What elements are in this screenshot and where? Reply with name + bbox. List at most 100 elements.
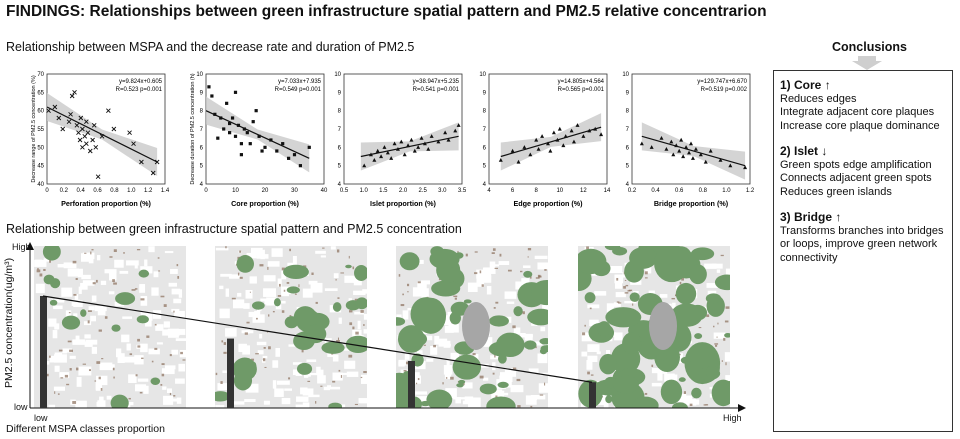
data-point [689, 141, 693, 146]
building-shape [99, 396, 104, 402]
building-shape [217, 383, 230, 391]
data-point [77, 137, 83, 143]
data-point [510, 148, 515, 153]
road-mark [544, 269, 547, 271]
green-patch [523, 270, 533, 278]
x-tick-label: 0 [204, 188, 208, 194]
green-patch [61, 315, 81, 330]
building-shape [490, 355, 502, 360]
data-point [93, 145, 99, 150]
road-mark [495, 395, 498, 398]
green-patch [355, 297, 367, 310]
building-shape [54, 365, 60, 372]
green-patch [629, 247, 658, 269]
building-shape [49, 355, 57, 363]
x-tick-label: 12 [580, 188, 587, 194]
road-mark [624, 279, 627, 281]
building-shape [246, 252, 257, 259]
scatter-chart-edge: 4 5 6 7 8 9 10 4 6 8 10 12 14 y=14.805x+4.564 R=0.565 … [475, 72, 615, 212]
green-patch [431, 280, 461, 297]
building-shape [624, 300, 637, 304]
y-tick-label: 10 [196, 72, 203, 78]
building-shape [330, 246, 336, 250]
y-tick-label: 10 [622, 72, 629, 78]
road-mark [221, 340, 224, 343]
y-tick-label: 65 [37, 90, 44, 96]
green-patch [496, 332, 525, 358]
green-patch [283, 264, 309, 280]
road-mark [584, 324, 586, 327]
road-mark [215, 372, 218, 376]
data-point [540, 134, 545, 138]
data-point [263, 145, 267, 149]
y-tick-label: 70 [37, 72, 44, 78]
road-mark [398, 274, 401, 277]
building-shape [52, 330, 58, 339]
building-shape [540, 326, 546, 332]
road-mark [66, 383, 70, 386]
building-shape [281, 397, 291, 405]
road-mark [54, 391, 56, 394]
building-shape [483, 275, 492, 283]
building-shape [115, 348, 122, 358]
data-point [372, 157, 377, 162]
road-mark [450, 376, 454, 380]
road-mark [281, 267, 285, 271]
building-shape [520, 332, 526, 338]
data-point [453, 128, 458, 133]
building-shape [614, 332, 623, 341]
x-tick-label: 10 [232, 188, 239, 194]
conclusion-title: 3) Bridge [780, 210, 833, 224]
building-shape [114, 301, 125, 307]
road-mark [98, 329, 102, 332]
concentration-bar [227, 338, 234, 408]
building-shape [295, 404, 307, 408]
road-mark [433, 344, 436, 348]
building-shape [327, 385, 332, 389]
building-shape [215, 247, 229, 251]
building-shape [525, 395, 537, 405]
building-shape [338, 348, 351, 351]
data-point [429, 134, 434, 138]
data-point [154, 159, 160, 165]
data-point [69, 93, 75, 99]
building-shape [94, 306, 107, 312]
road-mark [354, 403, 358, 406]
building-shape [444, 373, 452, 380]
building-shape [83, 321, 92, 326]
y-tick-label: 4 [483, 182, 487, 188]
x-tick-label: 3.5 [458, 188, 467, 194]
road-mark [128, 397, 131, 400]
road-mark [237, 272, 240, 276]
road-mark [36, 269, 41, 273]
building-shape [455, 397, 461, 404]
data-point [228, 131, 232, 135]
x-tick-label: 1.0 [127, 188, 136, 194]
green-patch [399, 252, 420, 271]
data-point [392, 141, 397, 146]
land-cover-map-1 [34, 246, 186, 408]
road-mark [75, 278, 78, 280]
x-tick-label: 2.5 [418, 188, 427, 194]
road-mark [225, 246, 227, 249]
data-point [671, 152, 676, 157]
building-shape [126, 343, 131, 351]
road-mark [151, 360, 154, 363]
building-shape [164, 365, 176, 370]
data-point [412, 148, 417, 153]
road-mark [136, 249, 141, 251]
green-patch [638, 337, 646, 342]
road-mark [278, 283, 281, 287]
building-shape [75, 400, 87, 408]
road-mark [517, 405, 521, 408]
conclusion-bridge: 3) Bridge ↑ Transforms branches into bri… [780, 210, 946, 265]
concentration-bar [408, 360, 415, 408]
road-mark [406, 283, 410, 287]
road-mark [139, 391, 143, 394]
road-mark [520, 270, 523, 273]
road-mark [535, 277, 540, 279]
y-tick-label: 7 [200, 127, 204, 133]
green-patch [513, 306, 523, 317]
y-tick-label: 6 [626, 145, 630, 151]
building-shape [358, 398, 367, 404]
